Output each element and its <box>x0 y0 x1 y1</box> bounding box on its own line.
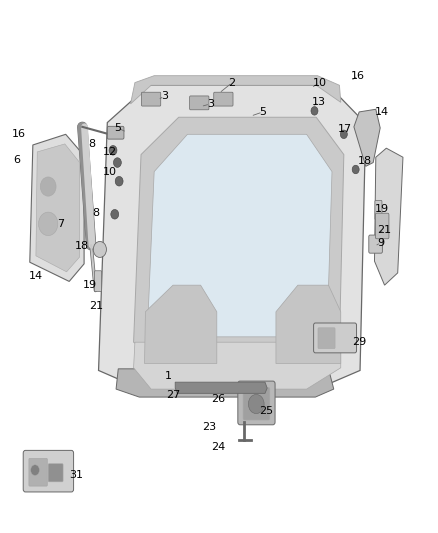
Text: 24: 24 <box>211 442 225 451</box>
Text: 3: 3 <box>161 91 168 101</box>
Polygon shape <box>134 342 341 389</box>
Text: 19: 19 <box>375 204 389 214</box>
FancyBboxPatch shape <box>48 464 63 482</box>
FancyBboxPatch shape <box>314 323 357 353</box>
Text: 9: 9 <box>378 238 385 247</box>
FancyBboxPatch shape <box>23 450 74 492</box>
Polygon shape <box>116 369 334 397</box>
Text: 27: 27 <box>166 391 180 400</box>
Circle shape <box>115 176 123 186</box>
Text: 21: 21 <box>378 225 392 235</box>
Polygon shape <box>99 85 366 393</box>
Text: 5: 5 <box>114 123 121 133</box>
FancyBboxPatch shape <box>214 92 233 106</box>
Circle shape <box>340 130 347 139</box>
Text: 26: 26 <box>211 394 225 403</box>
Text: 18: 18 <box>357 156 371 166</box>
FancyBboxPatch shape <box>243 387 270 420</box>
Circle shape <box>311 107 318 115</box>
Text: 10: 10 <box>313 78 327 87</box>
Text: 8: 8 <box>92 208 99 218</box>
FancyBboxPatch shape <box>141 92 161 106</box>
FancyBboxPatch shape <box>190 96 209 110</box>
FancyBboxPatch shape <box>375 200 382 220</box>
Text: 8: 8 <box>88 139 95 149</box>
Circle shape <box>40 177 56 196</box>
Text: 2: 2 <box>229 78 236 87</box>
Text: 29: 29 <box>352 337 366 347</box>
Text: 7: 7 <box>57 219 64 229</box>
FancyBboxPatch shape <box>29 458 47 486</box>
FancyBboxPatch shape <box>375 213 389 239</box>
Text: 5: 5 <box>259 107 266 117</box>
Text: 17: 17 <box>338 124 352 134</box>
Polygon shape <box>36 144 80 272</box>
Polygon shape <box>145 285 217 364</box>
Circle shape <box>352 165 359 174</box>
Text: 21: 21 <box>89 302 103 311</box>
FancyBboxPatch shape <box>95 271 102 292</box>
Polygon shape <box>276 285 341 364</box>
Polygon shape <box>175 382 267 393</box>
Circle shape <box>248 394 264 414</box>
Text: 31: 31 <box>70 471 84 480</box>
Text: 3: 3 <box>207 99 214 109</box>
Text: 19: 19 <box>83 280 97 290</box>
Text: 12: 12 <box>102 147 117 157</box>
FancyBboxPatch shape <box>107 126 124 139</box>
Polygon shape <box>374 148 403 285</box>
FancyBboxPatch shape <box>238 381 275 425</box>
FancyBboxPatch shape <box>369 235 382 253</box>
Polygon shape <box>354 109 380 166</box>
Polygon shape <box>148 134 332 337</box>
FancyBboxPatch shape <box>318 328 335 349</box>
Circle shape <box>31 465 39 475</box>
Text: 16: 16 <box>11 130 25 139</box>
Circle shape <box>109 146 117 155</box>
Text: 13: 13 <box>312 98 326 107</box>
Text: 10: 10 <box>102 167 117 176</box>
Circle shape <box>39 212 58 236</box>
Polygon shape <box>131 76 341 104</box>
Polygon shape <box>30 134 84 281</box>
Text: 14: 14 <box>375 107 389 117</box>
Text: 16: 16 <box>351 71 365 80</box>
Text: 25: 25 <box>259 407 273 416</box>
Text: 6: 6 <box>13 155 20 165</box>
Circle shape <box>111 209 119 219</box>
Circle shape <box>113 158 121 167</box>
Text: 18: 18 <box>75 241 89 251</box>
Text: 1: 1 <box>165 371 172 381</box>
Text: 14: 14 <box>29 271 43 281</box>
Polygon shape <box>134 117 344 364</box>
Circle shape <box>93 241 106 257</box>
Text: 23: 23 <box>202 423 216 432</box>
